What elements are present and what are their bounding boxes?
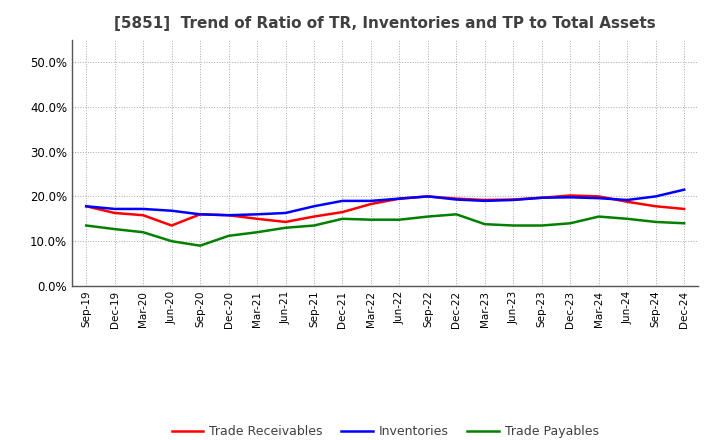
Trade Payables — [110, 227, 119, 232]
Title: [5851]  Trend of Ratio of TR, Inventories and TP to Total Assets: [5851] Trend of Ratio of TR, Inventories… — [114, 16, 656, 32]
Trade Payables — [196, 243, 204, 248]
Trade Receivables — [310, 214, 318, 219]
Trade Payables — [566, 220, 575, 226]
Trade Payables — [338, 216, 347, 221]
Trade Payables — [423, 214, 432, 219]
Trade Payables — [452, 212, 461, 217]
Trade Receivables — [338, 209, 347, 215]
Inventories — [253, 212, 261, 217]
Line: Trade Payables: Trade Payables — [86, 214, 684, 246]
Inventories — [566, 194, 575, 200]
Line: Trade Receivables: Trade Receivables — [86, 195, 684, 226]
Inventories — [282, 210, 290, 216]
Inventories — [680, 187, 688, 192]
Trade Receivables — [82, 204, 91, 209]
Trade Payables — [480, 221, 489, 227]
Trade Payables — [537, 223, 546, 228]
Trade Receivables — [595, 194, 603, 199]
Trade Receivables — [139, 213, 148, 218]
Trade Receivables — [110, 210, 119, 216]
Trade Receivables — [623, 199, 631, 205]
Trade Payables — [167, 238, 176, 244]
Trade Payables — [595, 214, 603, 219]
Inventories — [110, 206, 119, 212]
Trade Receivables — [509, 197, 518, 202]
Inventories — [225, 213, 233, 218]
Trade Payables — [623, 216, 631, 221]
Trade Receivables — [680, 206, 688, 212]
Inventories — [395, 196, 404, 201]
Trade Payables — [652, 219, 660, 224]
Trade Payables — [509, 223, 518, 228]
Trade Receivables — [566, 193, 575, 198]
Trade Receivables — [253, 216, 261, 221]
Trade Receivables — [452, 196, 461, 201]
Trade Payables — [282, 225, 290, 231]
Inventories — [139, 206, 148, 212]
Inventories — [480, 198, 489, 204]
Inventories — [366, 198, 375, 204]
Trade Payables — [253, 230, 261, 235]
Trade Payables — [225, 233, 233, 238]
Inventories — [196, 212, 204, 217]
Trade Payables — [366, 217, 375, 222]
Trade Payables — [395, 217, 404, 222]
Inventories — [652, 194, 660, 199]
Inventories — [310, 204, 318, 209]
Trade Payables — [139, 230, 148, 235]
Trade Receivables — [167, 223, 176, 228]
Inventories — [623, 198, 631, 203]
Inventories — [167, 208, 176, 213]
Legend: Trade Receivables, Inventories, Trade Payables: Trade Receivables, Inventories, Trade Pa… — [166, 420, 604, 440]
Line: Inventories: Inventories — [86, 190, 684, 215]
Trade Receivables — [423, 194, 432, 199]
Trade Receivables — [196, 212, 204, 217]
Trade Receivables — [282, 219, 290, 224]
Trade Payables — [82, 223, 91, 228]
Inventories — [452, 197, 461, 202]
Trade Receivables — [480, 198, 489, 203]
Inventories — [338, 198, 347, 204]
Inventories — [82, 204, 91, 209]
Inventories — [423, 194, 432, 199]
Trade Receivables — [395, 196, 404, 201]
Trade Receivables — [537, 195, 546, 200]
Inventories — [509, 198, 518, 203]
Inventories — [595, 195, 603, 201]
Trade Receivables — [225, 213, 233, 218]
Trade Payables — [310, 223, 318, 228]
Inventories — [537, 195, 546, 200]
Trade Payables — [680, 220, 688, 226]
Trade Receivables — [366, 202, 375, 207]
Trade Receivables — [652, 204, 660, 209]
